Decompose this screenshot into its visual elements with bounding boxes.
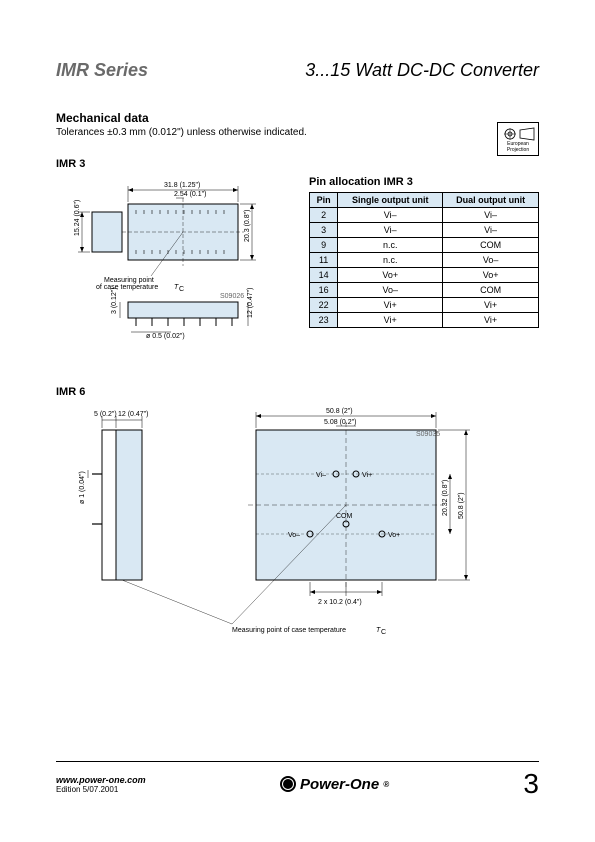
cell-pin: 3: [310, 223, 338, 238]
product-title: 3...15 Watt DC-DC Converter: [305, 60, 539, 81]
imr6-svg: 5 (0.2") 12 (0.47") ø 1 (0.04") Vi– Vi+ …: [56, 404, 536, 644]
table-row: 9n.c.COM: [310, 238, 539, 253]
tolerance-text: Tolerances ±0.3 mm (0.012") unless other…: [56, 127, 539, 138]
projection-label: European Projection: [500, 142, 536, 153]
cell-single: Vi+: [338, 298, 443, 313]
cell-dual: COM: [443, 283, 539, 298]
cell-single: Vi–: [338, 223, 443, 238]
mechanical-section: Mechanical data Tolerances ±0.3 mm (0.01…: [56, 111, 539, 138]
imr3-title: IMR 3: [56, 158, 539, 170]
dim-pin-dia: ø 0.5 (0.02"): [146, 333, 185, 340]
pin-table-title: Pin allocation IMR 3: [309, 176, 539, 188]
lbl-vo-plus: Vo+: [388, 532, 400, 539]
imr6-diagram: 5 (0.2") 12 (0.47") ø 1 (0.04") Vi– Vi+ …: [56, 404, 539, 644]
note-measuring-1a: Measuring point: [104, 277, 154, 284]
note-tc2-sub: C: [381, 629, 386, 636]
cell-pin: 22: [310, 298, 338, 313]
lbl-vi-plus: Vi+: [362, 472, 372, 479]
dim6-pin-dia: ø 1 (0.04"): [79, 471, 86, 504]
cell-single: Vi+: [338, 313, 443, 328]
dim6-side-a: 5 (0.2"): [94, 411, 117, 418]
cell-pin: 23: [310, 313, 338, 328]
note-measuring-2: Measuring point of case temperature: [232, 627, 346, 634]
series-title: IMR Series: [56, 60, 148, 81]
cell-dual: Vo+: [443, 268, 539, 283]
th-pin: Pin: [310, 193, 338, 208]
page-number: 3: [523, 768, 539, 800]
footer-left: www.power-one.com Edition 5/07.2001: [56, 775, 146, 794]
dim6-bot-pitch: 2 x 10.2 (0.4"): [318, 599, 362, 606]
dim-height-left: 15.24 (0.6"): [74, 200, 81, 236]
dim6-right-h2: 50.8 (2"): [458, 492, 465, 519]
dim-width-top: 31.8 (1.25"): [164, 182, 200, 189]
footer-brand: Power-One ®: [280, 776, 389, 793]
projection-icon: [500, 125, 538, 142]
dim6-top-w: 50.8 (2"): [326, 408, 353, 415]
cell-single: n.c.: [338, 238, 443, 253]
table-row: 3Vi–Vi–: [310, 223, 539, 238]
pin-table-area: Pin allocation IMR 3 Pin Single output u…: [309, 176, 539, 356]
footer: www.power-one.com Edition 5/07.2001 Powe…: [56, 761, 539, 800]
table-row: 11n.c.Vo–: [310, 253, 539, 268]
cell-pin: 16: [310, 283, 338, 298]
drawing-id-2: S09035: [416, 431, 440, 438]
cell-pin: 14: [310, 268, 338, 283]
lbl-vi-minus: Vi–: [316, 472, 326, 479]
lbl-vo-minus: Vo–: [288, 532, 300, 539]
note-tc1-sub: C: [179, 286, 184, 293]
projection-box: European Projection: [497, 122, 539, 156]
table-row: 23Vi+Vi+: [310, 313, 539, 328]
cell-dual: Vi–: [443, 223, 539, 238]
footer-url: www.power-one.com: [56, 775, 146, 785]
dim6-right-h1: 20.32 (0.8"): [442, 480, 449, 516]
imr3-svg: 31.8 (1.25") 2.54 (0.1") 15.24 (0.6") 20…: [56, 176, 286, 356]
th-single: Single output unit: [338, 193, 443, 208]
cell-single: Vo+: [338, 268, 443, 283]
cell-dual: Vi+: [443, 313, 539, 328]
dim-pitch: 2.54 (0.1"): [174, 191, 206, 198]
cell-single: n.c.: [338, 253, 443, 268]
footer-edition: Edition 5/07.2001: [56, 785, 146, 794]
imr3-diagram: 31.8 (1.25") 2.54 (0.1") 15.24 (0.6") 20…: [56, 176, 289, 356]
page-header: IMR Series 3...15 Watt DC-DC Converter: [56, 60, 539, 81]
imr3-row: 31.8 (1.25") 2.54 (0.1") 15.24 (0.6") 20…: [56, 176, 539, 356]
dim-height-right: 20.3 (0.8"): [244, 210, 251, 242]
table-row: 22Vi+Vi+: [310, 298, 539, 313]
cell-pin: 11: [310, 253, 338, 268]
table-row: 2Vi–Vi–: [310, 208, 539, 223]
dim6-side-b: 12 (0.47"): [118, 411, 149, 418]
th-dual: Dual output unit: [443, 193, 539, 208]
note-measuring-1b: of case temperature: [96, 284, 158, 291]
cell-dual: Vi+: [443, 298, 539, 313]
table-row: 16Vo–COM: [310, 283, 539, 298]
cell-dual: Vi–: [443, 208, 539, 223]
imr6-title: IMR 6: [56, 386, 539, 398]
cell-single: Vo–: [338, 283, 443, 298]
dim6-top-pitch: 5.08 (0.2"): [324, 419, 356, 426]
dim-side-h: 3 (0.12"): [111, 287, 118, 314]
cell-dual: COM: [443, 238, 539, 253]
brand-text: Power-One: [300, 776, 379, 793]
table-row: 14Vo+Vo+: [310, 268, 539, 283]
mechanical-title: Mechanical data: [56, 111, 539, 125]
cell-single: Vi–: [338, 208, 443, 223]
cell-pin: 2: [310, 208, 338, 223]
drawing-id-1: S09026: [220, 293, 244, 300]
pin-table: Pin Single output unit Dual output unit …: [309, 192, 539, 328]
globe-icon: [280, 776, 296, 792]
cell-pin: 9: [310, 238, 338, 253]
lbl-com: COM: [336, 513, 353, 520]
cell-dual: Vo–: [443, 253, 539, 268]
